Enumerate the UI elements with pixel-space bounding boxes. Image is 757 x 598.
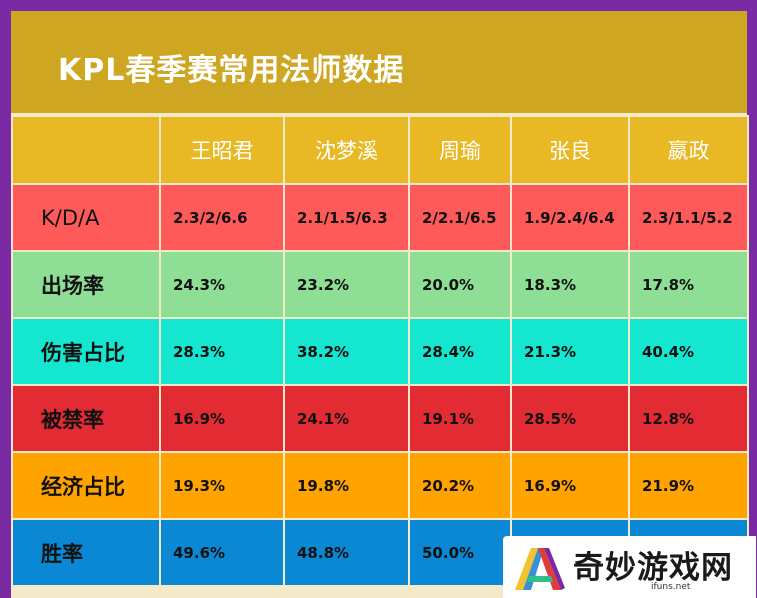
table-row: K/D/A 2.3/2/6.6 2.1/1.5/6.3 2/2.1/6.5 1.… [11, 183, 749, 252]
colorful-a-logo-icon [515, 548, 565, 590]
stat-cell: 28.3% [159, 317, 285, 386]
header-hero: 张良 [510, 115, 630, 185]
mage-stats-table: 王昭君 沈梦溪 周瑜 张良 嬴政 K/D/A 2.3/2/6.6 2.1/1.5… [11, 115, 749, 587]
stat-cell: 18.3% [510, 250, 630, 319]
stat-cell: 2.3/1.1/5.2 [628, 183, 749, 252]
row-label: 伤害占比 [11, 317, 161, 386]
row-label: K/D/A [11, 183, 161, 252]
header-hero: 沈梦溪 [283, 115, 410, 185]
stat-cell: 20.2% [408, 451, 512, 520]
stat-cell: 20.0% [408, 250, 512, 319]
header-corner [11, 115, 161, 185]
title-bar: KPL春季赛常用法师数据 [11, 11, 747, 116]
data-panel: KPL春季赛常用法师数据 王昭君 沈梦溪 周瑜 张良 嬴政 K/D/A 2.3/ [11, 11, 749, 598]
watermark-text: 奇妙游戏网 [573, 550, 733, 586]
stat-cell: 19.3% [159, 451, 285, 520]
stat-cell: 21.3% [510, 317, 630, 386]
stat-cell: 40.4% [628, 317, 749, 386]
stat-cell: 24.3% [159, 250, 285, 319]
watermark-url: ifuns.net [651, 582, 691, 592]
stat-cell: 48.8% [283, 518, 410, 587]
site-watermark: 奇妙游戏网 ifuns.net [503, 536, 756, 598]
stat-cell: 49.6% [159, 518, 285, 587]
stat-cell: 12.8% [628, 384, 749, 453]
stat-cell: 23.2% [283, 250, 410, 319]
stat-cell: 21.9% [628, 451, 749, 520]
table-row: 被禁率 16.9% 24.1% 19.1% 28.5% 12.8% [11, 384, 749, 453]
table-row: 伤害占比 28.3% 38.2% 28.4% 21.3% 40.4% [11, 317, 749, 386]
header-hero: 嬴政 [628, 115, 749, 185]
stat-cell: 19.1% [408, 384, 512, 453]
stat-cell: 2.3/2/6.6 [159, 183, 285, 252]
stat-cell: 28.5% [510, 384, 630, 453]
table-row: 出场率 24.3% 23.2% 20.0% 18.3% 17.8% [11, 250, 749, 319]
row-label: 胜率 [11, 518, 161, 587]
row-label: 出场率 [11, 250, 161, 319]
stat-cell: 19.8% [283, 451, 410, 520]
stat-cell: 16.9% [159, 384, 285, 453]
header-hero: 周瑜 [408, 115, 512, 185]
stat-cell: 2/2.1/6.5 [408, 183, 512, 252]
stat-cell: 28.4% [408, 317, 512, 386]
stat-cell: 38.2% [283, 317, 410, 386]
header-hero: 王昭君 [159, 115, 285, 185]
page-title: KPL春季赛常用法师数据 [58, 53, 405, 88]
stat-cell: 1.9/2.4/6.4 [510, 183, 630, 252]
stat-cell: 17.8% [628, 250, 749, 319]
row-label: 被禁率 [11, 384, 161, 453]
stat-cell: 16.9% [510, 451, 630, 520]
row-label: 经济占比 [11, 451, 161, 520]
table-row: 经济占比 19.3% 19.8% 20.2% 16.9% 21.9% [11, 451, 749, 520]
stat-cell: 2.1/1.5/6.3 [283, 183, 410, 252]
stat-cell: 24.1% [283, 384, 410, 453]
stat-cell: 50.0% [408, 518, 512, 587]
